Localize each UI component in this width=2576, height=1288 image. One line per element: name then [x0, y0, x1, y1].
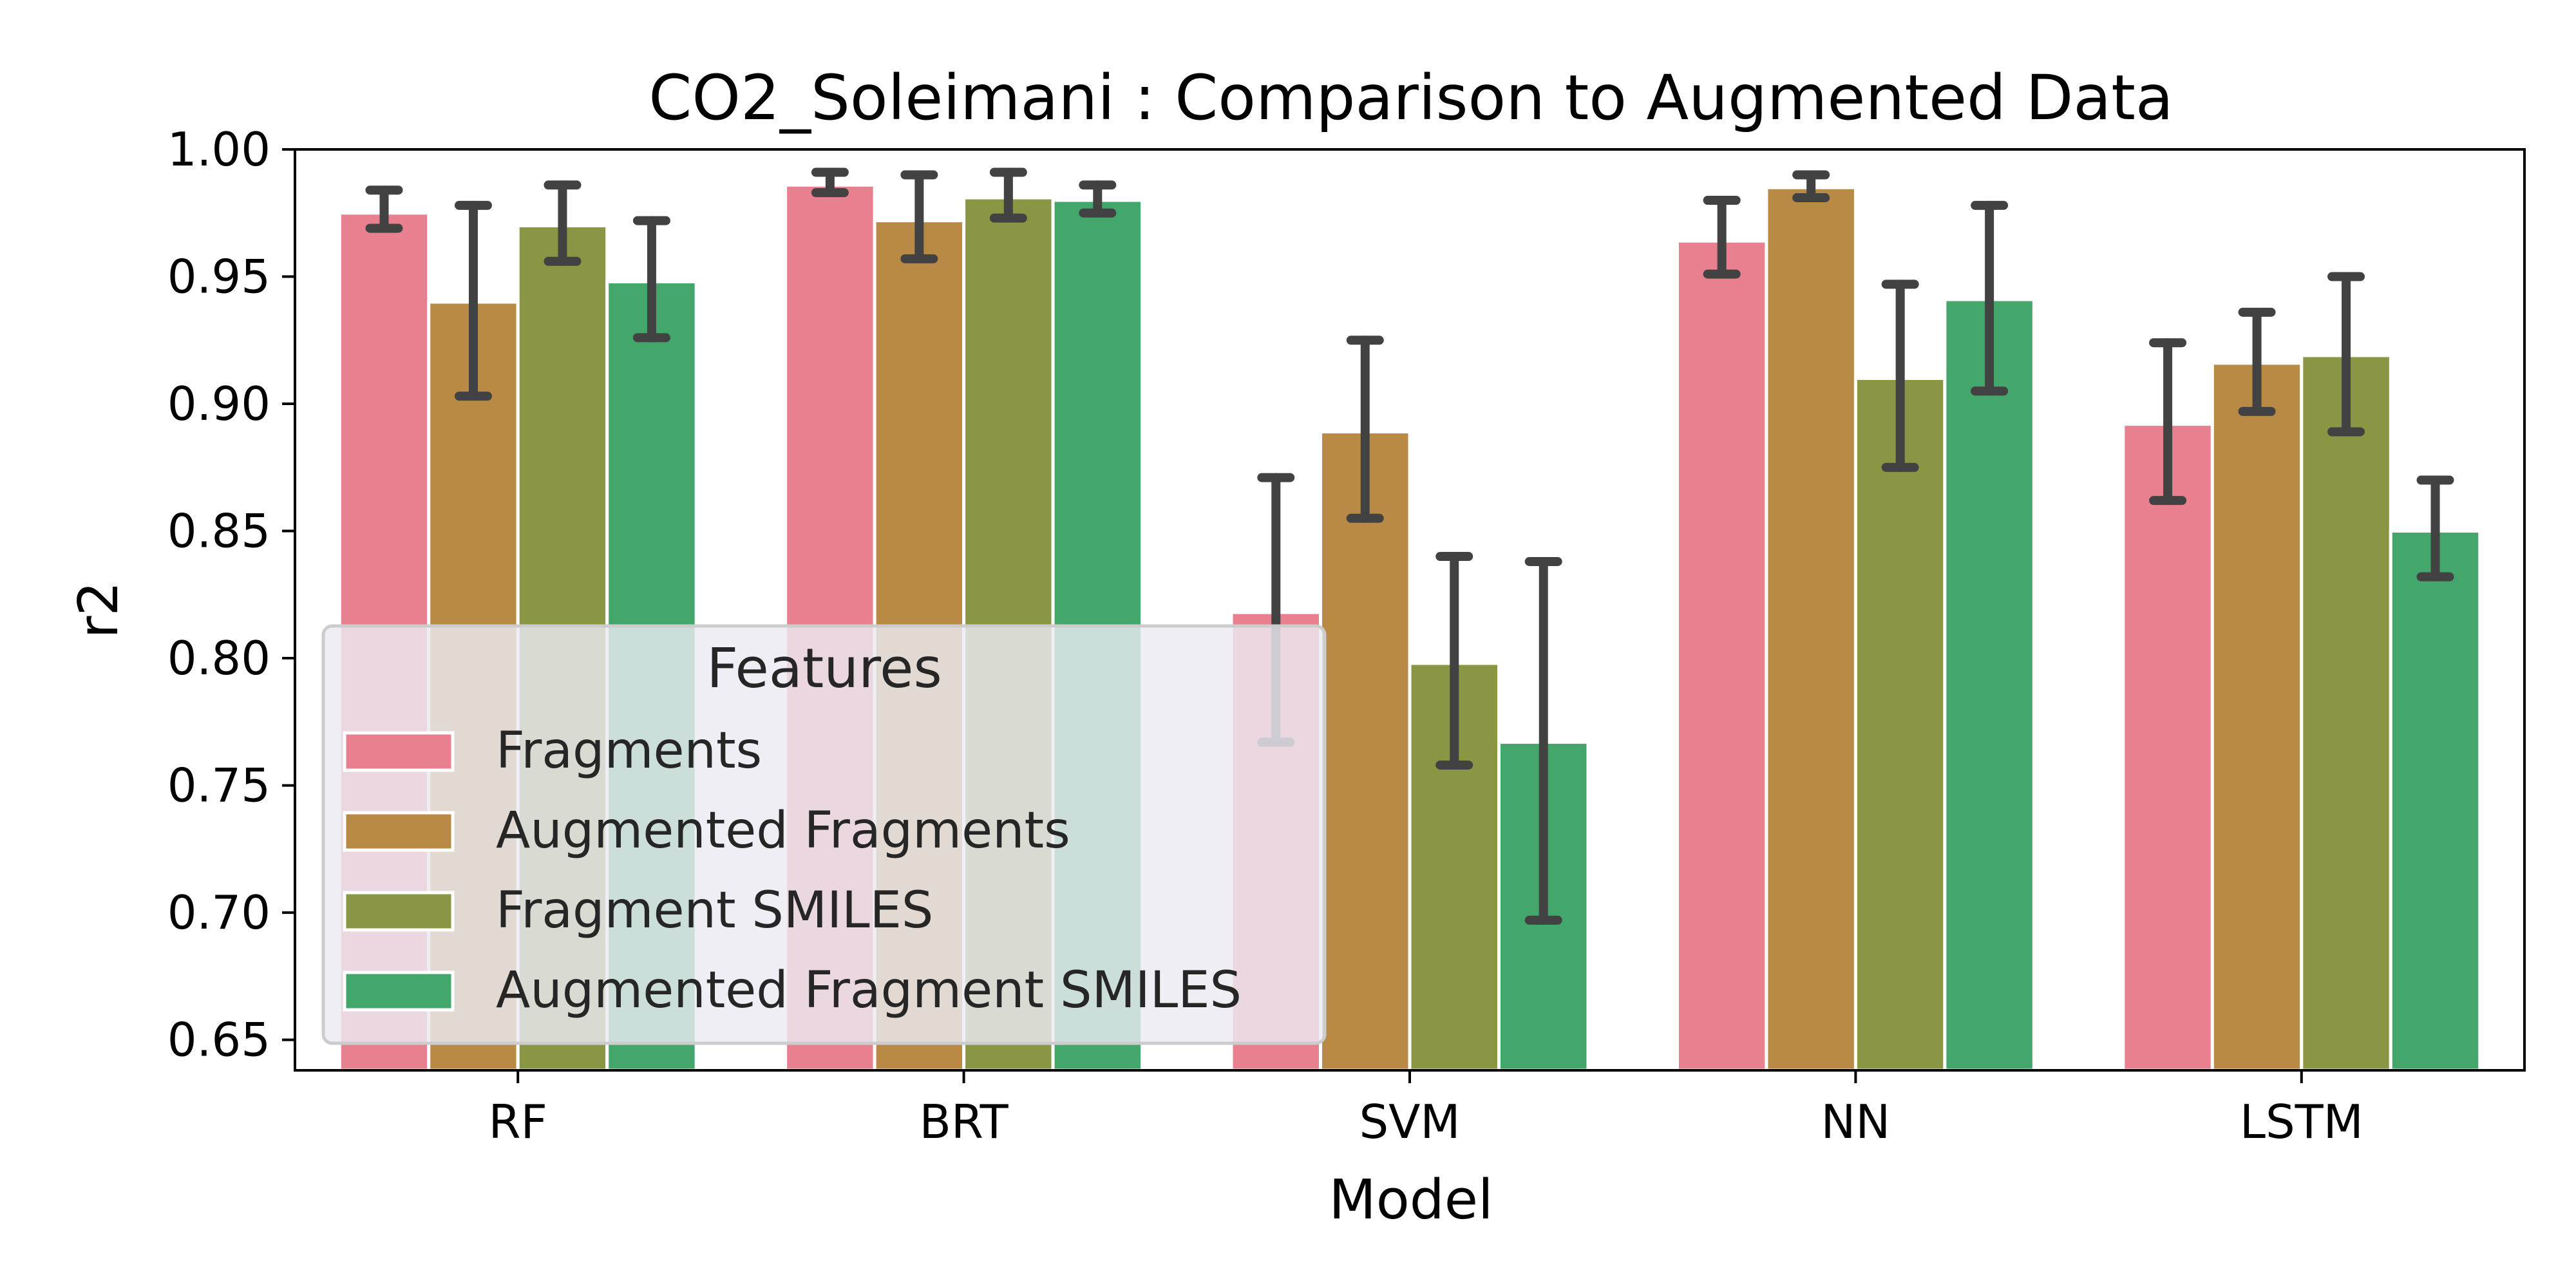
y-tick-label: 1.00	[167, 122, 270, 176]
error-bar	[454, 200, 492, 401]
legend-item: Augmented Fragments	[343, 802, 1070, 860]
y-tick-label: 0.90	[167, 377, 270, 431]
legend-item: Augmented Fragment SMILES	[343, 961, 1242, 1019]
legend-label: Fragment SMILES	[496, 882, 933, 940]
x-tick-label: BRT	[920, 1095, 1009, 1149]
x-tick-label: SVM	[1359, 1095, 1460, 1149]
x-axis-label: Model	[1329, 1168, 1493, 1232]
legend-swatch	[343, 971, 455, 1012]
bar	[2210, 361, 2304, 1072]
error-bar	[900, 170, 938, 263]
bar	[2300, 354, 2392, 1072]
y-axis: 0.65 0.70 0.75 0.80 0.85 0.90 0.95 1.00	[167, 122, 295, 1067]
legend: Features Fragments Augmented Fragments Frag…	[321, 624, 1327, 1045]
error-bar	[989, 167, 1027, 223]
error-bar	[2149, 338, 2187, 506]
bar	[1853, 377, 1947, 1072]
legend-box	[321, 624, 1327, 1045]
y-axis-label: r2	[67, 581, 131, 638]
bar	[1943, 298, 2036, 1072]
error-bar	[2238, 307, 2276, 416]
y-tick-label: 0.70	[167, 886, 270, 940]
legend-swatch	[343, 811, 455, 852]
x-tick-label: NN	[1821, 1095, 1891, 1149]
error-bar	[811, 167, 849, 198]
error-bar	[1881, 279, 1919, 472]
error-bar	[1971, 200, 2009, 396]
legend-swatch	[343, 891, 455, 932]
y-tick-label: 0.85	[167, 504, 270, 558]
error-bar	[365, 185, 403, 233]
bar	[1319, 430, 1412, 1072]
error-bar	[544, 180, 582, 266]
legend-label: Fragments	[496, 722, 762, 780]
error-bar	[1524, 556, 1562, 925]
error-bar	[2327, 272, 2365, 437]
legend-item: Fragment SMILES	[343, 882, 933, 940]
legend-item: Fragments	[343, 722, 762, 780]
legend-label: Augmented Fragments	[496, 802, 1070, 860]
x-tick-label: LSTM	[2240, 1095, 2363, 1149]
legend-title: Features	[706, 637, 942, 701]
legend-swatch	[343, 731, 455, 772]
x-axis: RF BRT SVM NN LSTM	[488, 1070, 2363, 1149]
error-bar	[1792, 170, 1830, 203]
bar	[2121, 422, 2214, 1072]
legend-label: Augmented Fragment SMILES	[496, 961, 1242, 1019]
error-bar	[1703, 196, 1741, 279]
y-tick-label: 0.65	[167, 1013, 270, 1067]
error-bar	[1435, 552, 1473, 770]
error-bar	[632, 216, 670, 343]
bar	[1765, 185, 1857, 1072]
error-bar	[2416, 475, 2454, 582]
bar	[2389, 529, 2482, 1072]
bar	[1675, 239, 1768, 1072]
y-tick-label: 0.95	[167, 250, 270, 304]
error-bar	[1079, 180, 1117, 218]
error-bar	[1346, 336, 1384, 523]
y-tick-label: 0.75	[167, 759, 270, 813]
y-tick-label: 0.80	[167, 631, 270, 685]
chart-title: CO2_Soleimani : Comparison to Augmented …	[649, 62, 2173, 134]
x-tick-label: RF	[488, 1095, 547, 1149]
